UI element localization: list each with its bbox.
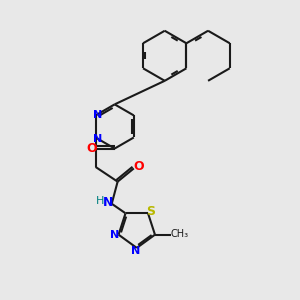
Text: N: N bbox=[93, 110, 102, 120]
Text: O: O bbox=[134, 160, 144, 173]
Text: N: N bbox=[93, 134, 102, 144]
Text: N: N bbox=[103, 196, 113, 209]
Text: CH₃: CH₃ bbox=[170, 229, 188, 239]
Text: O: O bbox=[86, 142, 97, 155]
Text: N: N bbox=[131, 246, 140, 256]
Text: S: S bbox=[146, 205, 155, 218]
Text: H: H bbox=[96, 196, 105, 206]
Text: N: N bbox=[110, 230, 120, 240]
